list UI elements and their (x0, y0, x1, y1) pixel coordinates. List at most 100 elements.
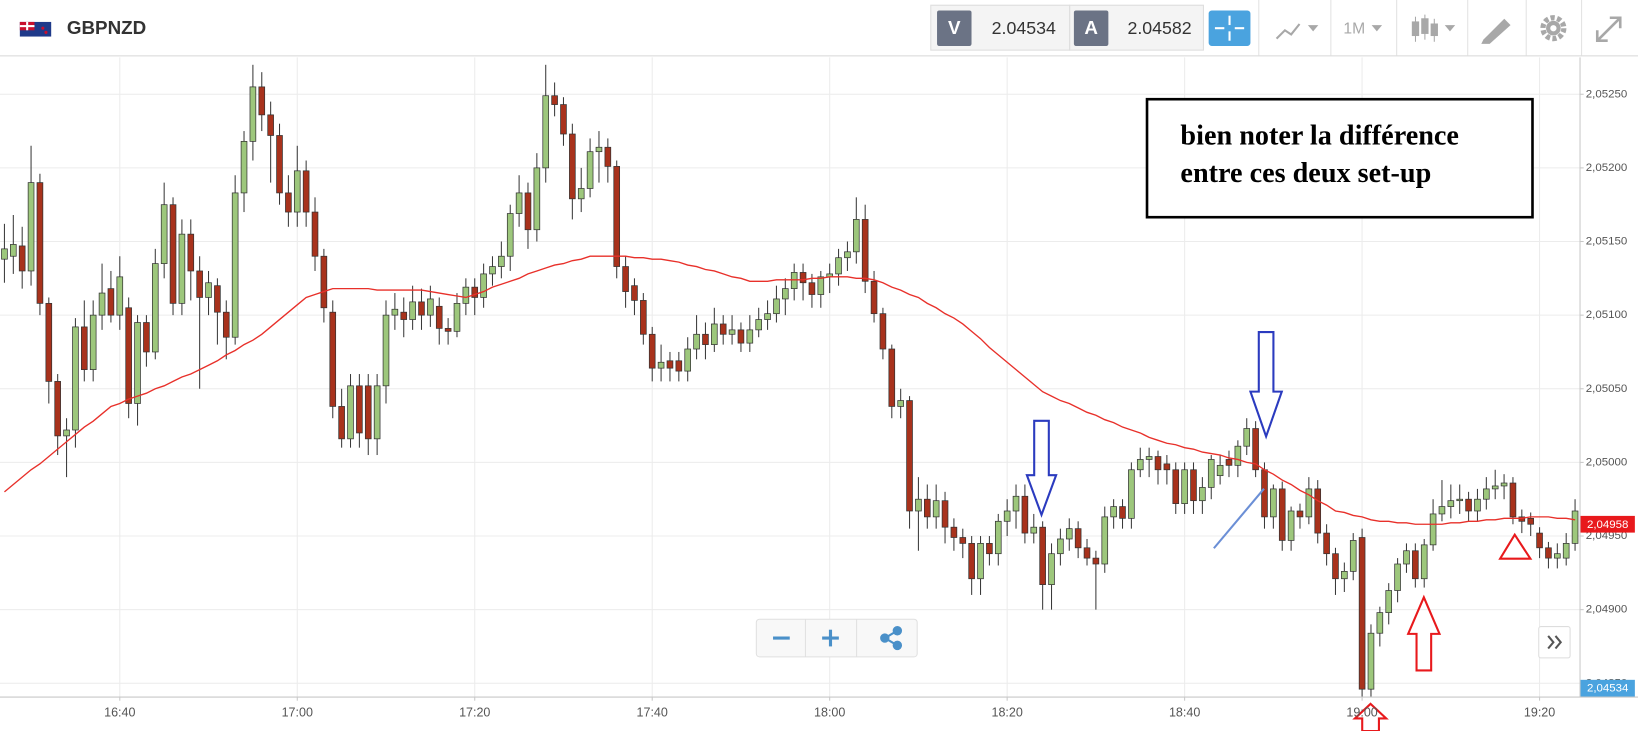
candle-body (18, 245, 26, 272)
candle-body (888, 348, 896, 407)
candle-body (498, 255, 505, 267)
candle-body (790, 272, 798, 289)
candle-body (1163, 463, 1171, 471)
x-tick-label: 16:40 (104, 706, 135, 720)
candle-body (311, 211, 319, 257)
x-tick-label: 18:20 (991, 706, 1022, 720)
candle-body (569, 133, 576, 200)
red-triangle (1498, 532, 1533, 560)
candle-body (666, 360, 674, 369)
candle-body (1323, 532, 1330, 555)
candle-body (347, 385, 354, 440)
candle-body (89, 314, 97, 370)
candle-body (915, 498, 922, 512)
candle-body (1154, 456, 1162, 471)
ask-letter-box (1073, 10, 1109, 46)
candle-body (986, 543, 993, 555)
settings-icon[interactable] (1540, 15, 1567, 42)
candle-body (1385, 590, 1393, 613)
candle-body (178, 233, 186, 304)
candle-body (959, 537, 967, 544)
candle-body (409, 301, 416, 320)
share-button[interactable] (880, 626, 903, 651)
candle-body (10, 244, 17, 257)
candle-body (1252, 428, 1259, 471)
candle-body (489, 266, 496, 275)
fullscreen-icon[interactable] (1595, 16, 1622, 43)
symbol: GBPNZD (67, 17, 146, 38)
candle-body (746, 329, 754, 344)
x-tick-label: 18:40 (1169, 706, 1200, 720)
candle-body (657, 361, 665, 369)
note-line: entre ces deux set-up (1180, 158, 1431, 189)
candle-body (622, 266, 629, 292)
candle-body (240, 141, 248, 194)
candle-body (222, 311, 230, 338)
candle-body (1270, 488, 1277, 518)
candle-body (1172, 469, 1180, 504)
candle-body (675, 360, 683, 372)
candle-body (1394, 563, 1401, 591)
chart-type-icon[interactable] (1275, 23, 1319, 40)
candle-body (72, 326, 79, 431)
moving-average (4, 255, 1576, 525)
candle-body (1057, 538, 1064, 555)
candle-body (400, 311, 408, 320)
candle-body (382, 314, 390, 387)
candle-body (1465, 498, 1472, 512)
candle-body (551, 95, 558, 105)
x-tick-label: 19:20 (1524, 706, 1555, 720)
candle-body (1225, 459, 1233, 466)
candle-body (1412, 550, 1419, 580)
toolbar-dividers (1258, 0, 1583, 56)
scroll-end-icon (1547, 635, 1563, 650)
note-box (1145, 97, 1534, 219)
candle-body (1314, 488, 1322, 534)
candle-body (471, 286, 479, 298)
candle-body (373, 385, 381, 440)
candle-body (427, 298, 434, 316)
candle-body (391, 308, 399, 316)
candle-body (1332, 553, 1339, 580)
candle-body (577, 188, 585, 200)
candle-body (480, 273, 487, 298)
y-tick-label: 2,04900 (1586, 604, 1627, 616)
candle-body (1367, 632, 1375, 690)
candle-body (196, 270, 203, 298)
y-tick-label: 2,05150 (1586, 236, 1627, 248)
candles-icon[interactable] (1411, 14, 1456, 42)
crosshair-button[interactable] (1208, 10, 1251, 46)
candle-body (684, 348, 691, 372)
bid-letter: V (948, 17, 961, 38)
blue-arrow (1025, 419, 1058, 518)
x-tick-label: 17:20 (459, 706, 490, 720)
candle-body (719, 323, 727, 335)
candle-body (214, 285, 221, 313)
candle-body (267, 114, 274, 136)
candle-body (1554, 553, 1561, 559)
candle-body (1438, 506, 1446, 515)
candle-body (1376, 612, 1384, 634)
candle-body (1456, 498, 1463, 502)
candle-body (542, 95, 550, 169)
note-line: bien noter la différence (1180, 120, 1458, 151)
bid-badge (1580, 679, 1635, 697)
candle-body (320, 255, 328, 309)
timeframe[interactable]: 1M (1343, 20, 1365, 37)
draw-icon[interactable] (1481, 18, 1511, 44)
candle-body (595, 146, 603, 153)
price-badges: 2,048502,049002,049502,050002,050502,051… (104, 88, 1635, 720)
zoom-in-button[interactable] (822, 629, 839, 647)
candle-body (764, 313, 771, 320)
candle-body (1216, 464, 1224, 477)
candle-body (1296, 510, 1304, 518)
candle-body (941, 500, 949, 528)
candle-body (1447, 500, 1455, 507)
candle-body (1571, 510, 1579, 544)
candle-body (1074, 528, 1082, 549)
candle-body (835, 257, 842, 275)
crosshair-icon (1214, 15, 1245, 41)
candle-body (1420, 544, 1428, 580)
last-price-badge (1580, 515, 1635, 533)
